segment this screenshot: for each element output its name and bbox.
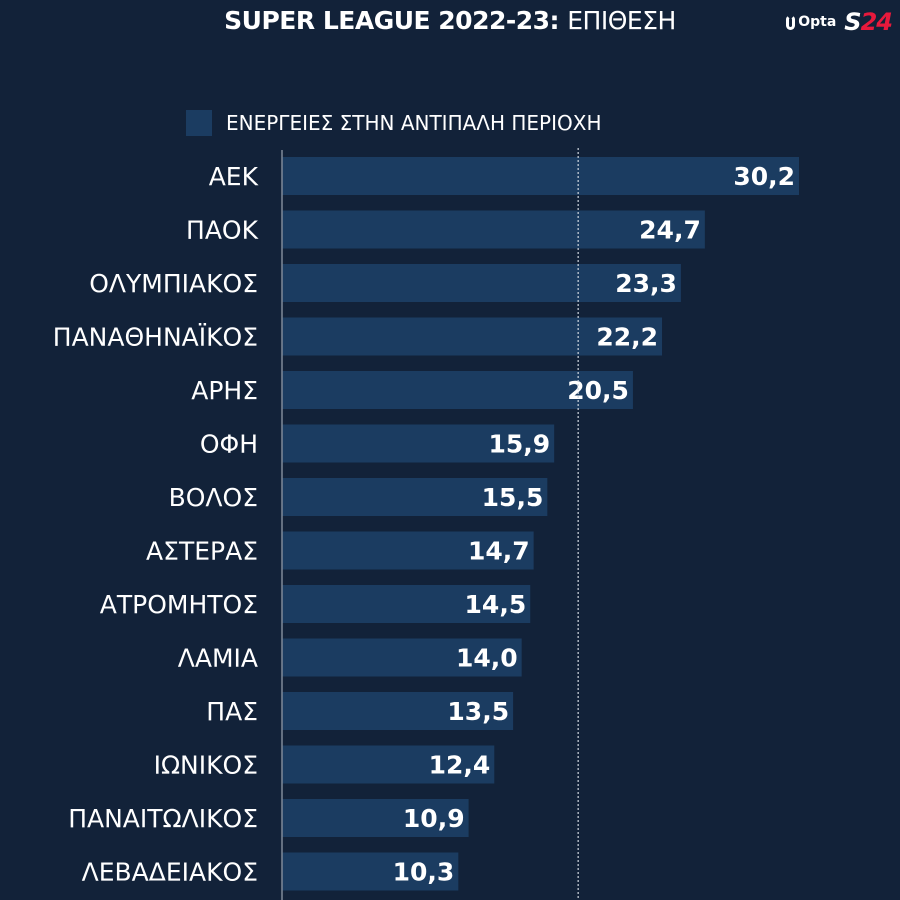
- title-light: ΕΠΙΘΕΣΗ: [567, 6, 676, 35]
- bar: [282, 371, 633, 409]
- s24-logo: S24: [844, 8, 893, 36]
- bar: [282, 799, 469, 837]
- category-label: ΒΟΛΟΣ: [169, 483, 258, 512]
- chart-title: SUPER LEAGUE 2022-23: ΕΠΙΘΕΣΗ: [0, 6, 900, 35]
- bar: [282, 852, 459, 891]
- s24-logo-s: S: [844, 8, 861, 36]
- category-label: ΟΦΗ: [200, 430, 258, 459]
- value-label: 20,5: [567, 376, 629, 405]
- bar: [282, 210, 705, 249]
- category-label: ΠΑΝΑΙΤΩΛΙΚΟΣ: [68, 804, 258, 833]
- category-label: ΛΕΒΑΔΕΙΑΚΟΣ: [82, 858, 258, 887]
- value-label: 12,4: [429, 751, 491, 780]
- bar: [282, 585, 531, 623]
- bar: [282, 264, 681, 302]
- legend-swatch: [186, 110, 212, 136]
- logos: Opta S24: [786, 8, 893, 36]
- bar: [282, 157, 799, 195]
- value-label: 23,3: [615, 269, 677, 298]
- opta-logo-text: Opta: [798, 14, 837, 30]
- value-label: 14,0: [456, 644, 518, 673]
- value-label: 13,5: [447, 697, 509, 726]
- category-label: ΛΑΜΙΑ: [178, 644, 258, 673]
- value-label: 30,2: [733, 162, 795, 191]
- category-label: ΠΑΟΚ: [186, 216, 259, 245]
- category-label: ΙΩΝΙΚΟΣ: [154, 751, 258, 780]
- value-label: 22,2: [596, 323, 658, 352]
- bar: [282, 531, 534, 570]
- bar: [282, 745, 495, 784]
- value-label: 24,7: [639, 216, 701, 245]
- category-label: ΑΣΤΕΡΑΣ: [146, 537, 258, 566]
- value-label: 14,5: [465, 590, 527, 619]
- category-label: ΠΑΝΑΘΗΝΑΪΚΟΣ: [53, 323, 258, 352]
- value-label: 10,9: [403, 804, 465, 833]
- opta-logo: Opta: [786, 14, 836, 30]
- bar: [282, 638, 522, 677]
- title-bold: SUPER LEAGUE 2022-23:: [224, 6, 560, 35]
- bar: [282, 424, 555, 463]
- value-label: 15,9: [489, 430, 551, 459]
- category-label: ΑΕΚ: [209, 162, 259, 191]
- category-label: ΑΡΗΣ: [191, 376, 258, 405]
- bar: [282, 317, 663, 356]
- value-label: 15,5: [482, 483, 544, 512]
- legend-label: ΕΝΕΡΓΕΙΕΣ ΣΤΗΝ ΑΝΤΙΠΑΛΗ ΠΕΡΙΟΧΗ: [226, 111, 602, 135]
- bar: [282, 478, 548, 516]
- legend: ΕΝΕΡΓΕΙΕΣ ΣΤΗΝ ΑΝΤΙΠΑΛΗ ΠΕΡΙΟΧΗ: [186, 110, 602, 136]
- value-label: 10,3: [393, 858, 455, 887]
- bar: [282, 692, 514, 730]
- value-label: 14,7: [468, 537, 530, 566]
- opta-ring-icon: [786, 14, 796, 30]
- category-label: ΟΛΥΜΠΙΑΚΟΣ: [89, 269, 258, 298]
- category-label: ΠΑΣ: [206, 697, 258, 726]
- category-label: ΑΤΡΟΜΗΤΟΣ: [100, 590, 258, 619]
- s24-logo-24: 24: [860, 8, 893, 36]
